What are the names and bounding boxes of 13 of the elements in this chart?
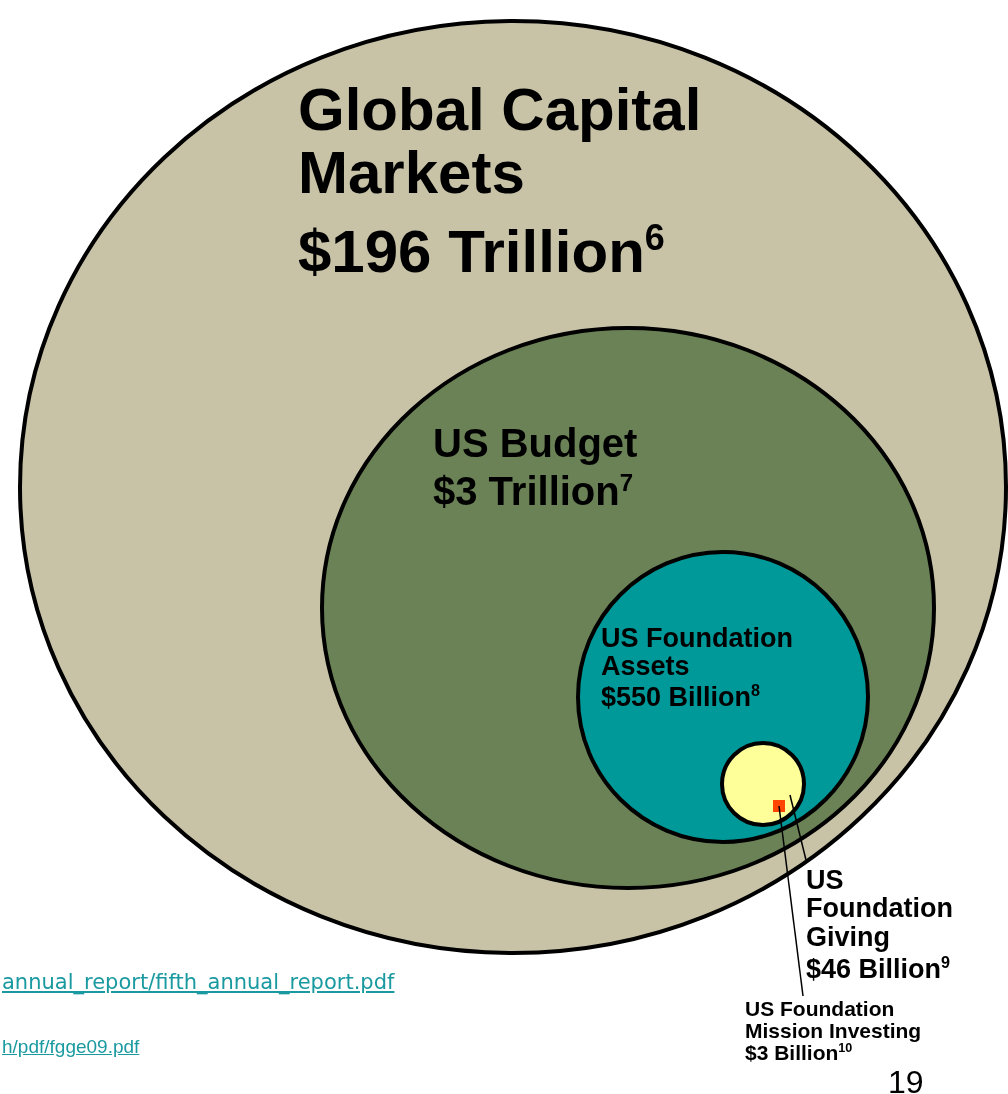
data-label: $196 Trillion$^{6}$ — [298, 217, 666, 285]
data-label: $3 Trillion$^{7}$ — [433, 468, 635, 513]
category-label: US Foundation Assets — [601, 623, 794, 682]
data-label: $550 Billion$^{8}$ — [601, 680, 762, 712]
category-label: US Budget — [433, 421, 639, 465]
data-label: $46 Billion$^{9}$ — [806, 953, 952, 985]
data-label: $3 Billion$^{10}$ — [745, 1041, 853, 1065]
text: annual_report/fifth_annual_report.pdf — [2, 970, 395, 994]
category-label: US Foundation Giving — [806, 865, 954, 952]
category-label: Global Capital Markets — [298, 76, 703, 206]
text: 19 — [888, 1064, 924, 1094]
category-label: US Foundation Mission Investing — [745, 997, 923, 1043]
text: h/pdf/fgge09.pdf — [2, 1036, 140, 1058]
